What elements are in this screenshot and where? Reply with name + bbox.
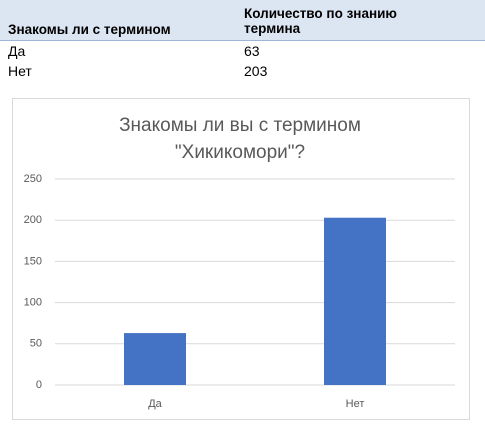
cell: Да bbox=[8, 43, 26, 59]
x-tick-label: Да bbox=[148, 398, 162, 410]
y-tick-label: 50 bbox=[30, 338, 42, 350]
y-tick-label: 200 bbox=[24, 214, 42, 226]
y-tick-label: 0 bbox=[36, 379, 42, 391]
header-cell: Знакомы ли с термином bbox=[8, 22, 171, 37]
header-row bbox=[0, 0, 485, 41]
chart-area bbox=[12, 98, 470, 420]
header-cell: Количество по знанию термина bbox=[244, 6, 397, 36]
bar bbox=[124, 333, 186, 385]
y-tick-label: 100 bbox=[24, 297, 42, 309]
chart-title: Знакомы ли вы с термином "Хикикомори"? bbox=[119, 115, 361, 163]
y-tick-label: 150 bbox=[24, 255, 42, 267]
cell: 63 bbox=[244, 43, 260, 59]
bar bbox=[324, 217, 386, 385]
cell: 203 bbox=[244, 63, 268, 79]
cell: Нет bbox=[8, 63, 32, 79]
y-tick-label: 250 bbox=[24, 173, 42, 185]
x-tick-label: Нет bbox=[346, 398, 365, 410]
